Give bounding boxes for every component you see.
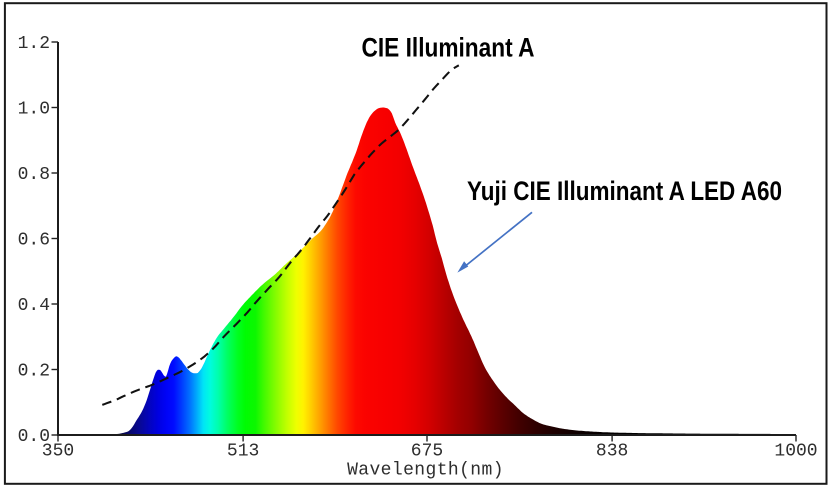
svg-text:Wavelength(nm): Wavelength(nm) [347,461,504,481]
svg-text:0.0: 0.0 [18,427,50,447]
svg-text:0.2: 0.2 [18,362,50,382]
svg-text:838: 838 [596,442,628,462]
svg-text:1000: 1000 [774,442,817,462]
svg-text:350: 350 [42,442,74,462]
svg-text:Yuji CIE Illuminant A LED A60: Yuji CIE Illuminant A LED A60 [467,176,782,206]
svg-text:675: 675 [411,442,443,462]
svg-text:513: 513 [227,442,259,462]
svg-text:1.0: 1.0 [18,100,50,120]
svg-text:0.8: 0.8 [18,165,50,185]
svg-text:1.2: 1.2 [18,34,50,54]
svg-text:CIE Illuminant A: CIE Illuminant A [362,33,535,63]
svg-text:0.6: 0.6 [18,231,50,251]
svg-text:0.4: 0.4 [18,296,50,316]
